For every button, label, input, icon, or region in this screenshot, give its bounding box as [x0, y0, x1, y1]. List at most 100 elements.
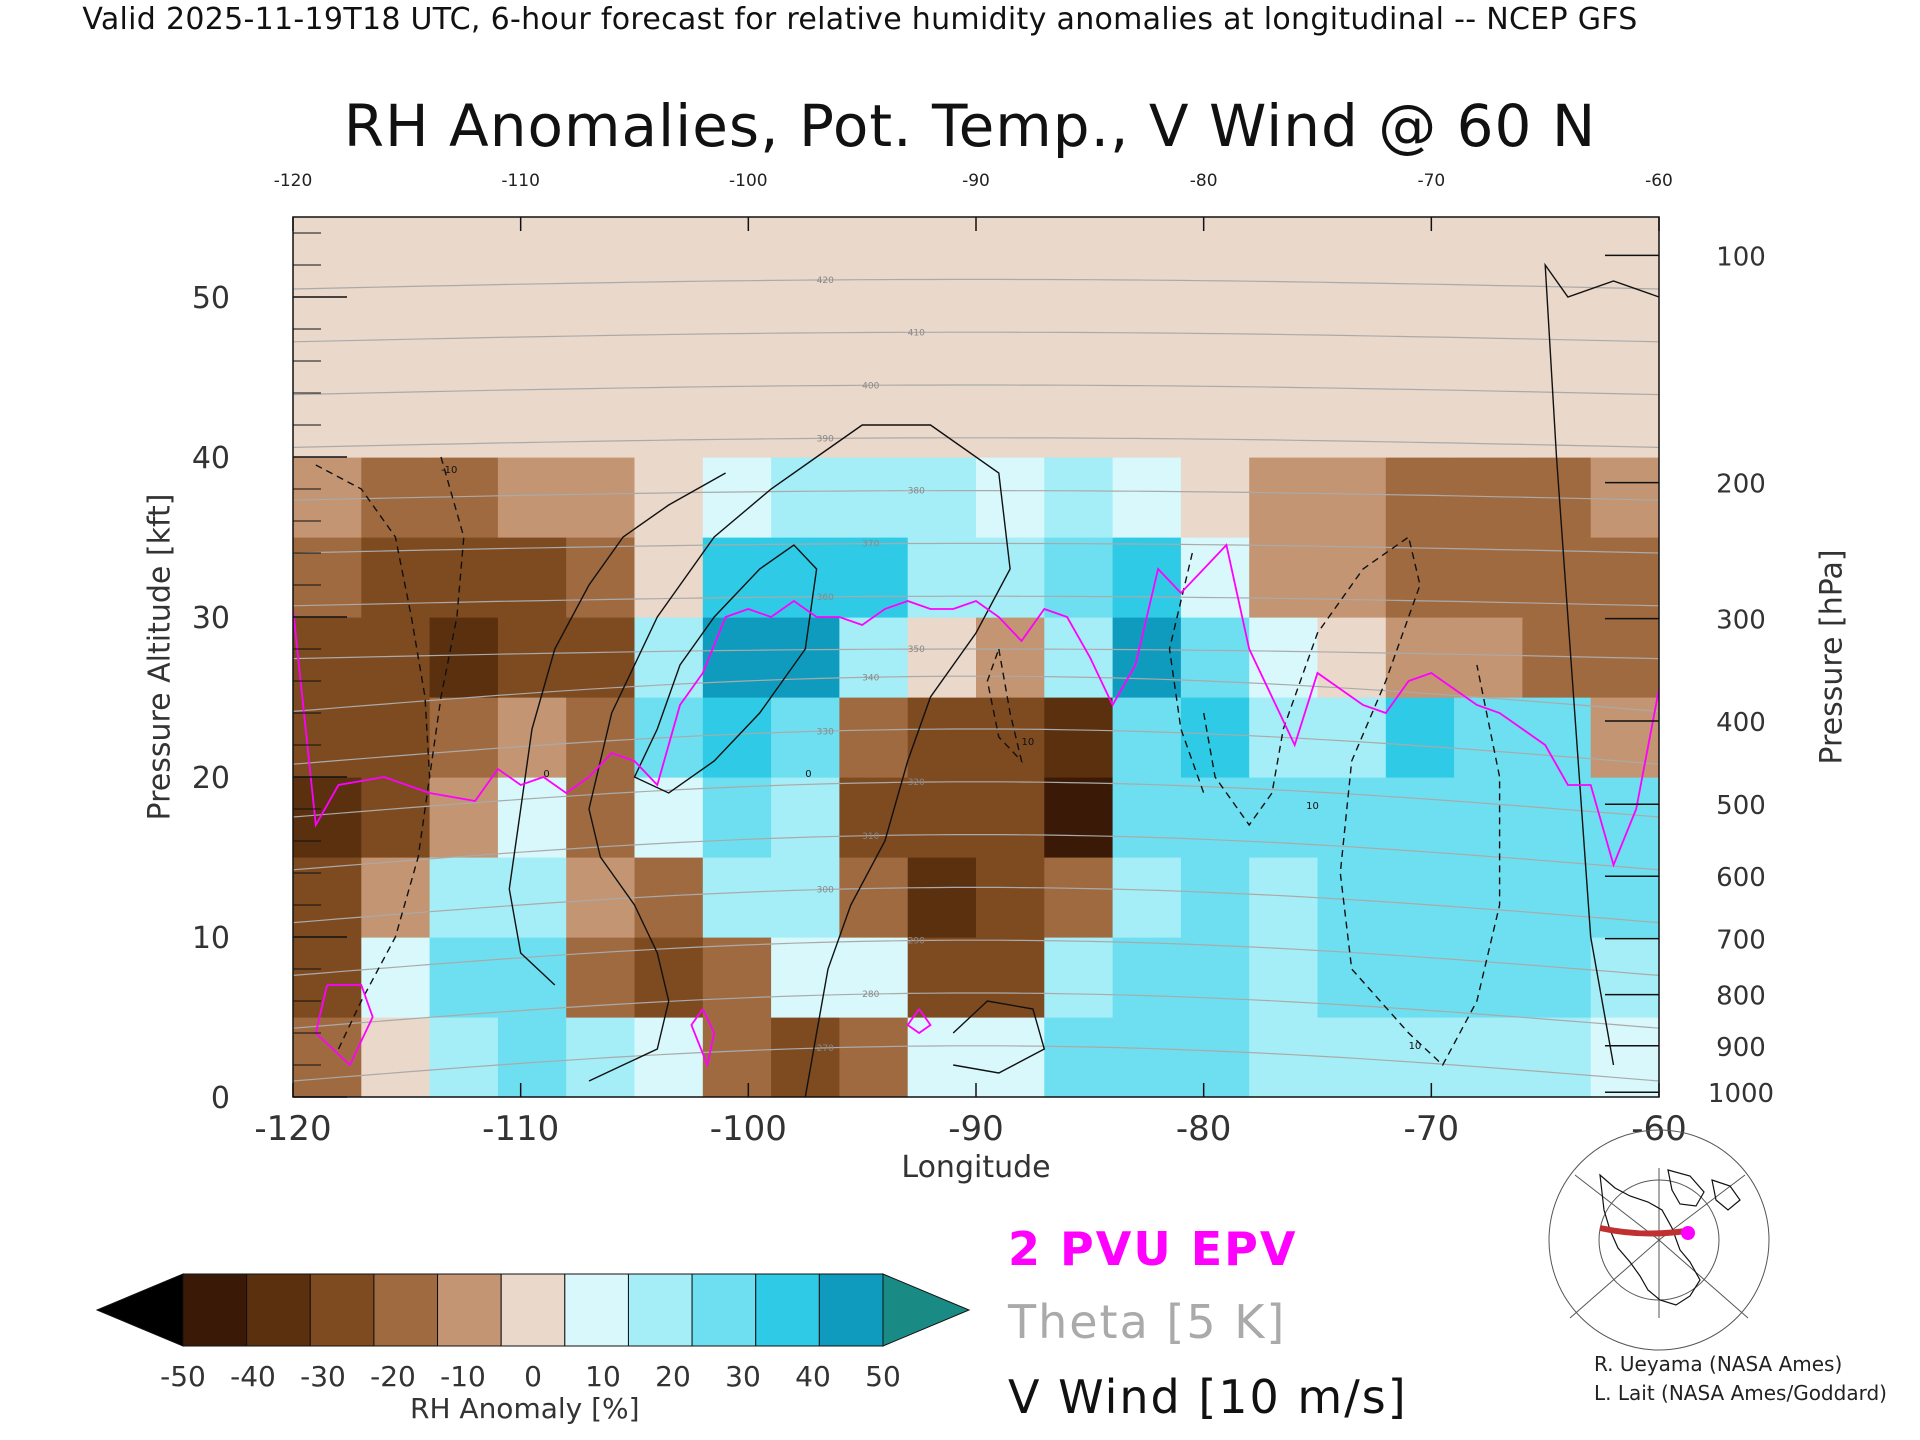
- rh-cell: [907, 297, 977, 378]
- v-wind-contour-label: -10: [441, 465, 457, 476]
- pressure-tick-label: 1000: [1708, 1079, 1774, 1109]
- colorbar-over-arrow: [882, 1273, 971, 1347]
- rh-cell: [1180, 777, 1250, 858]
- rh-cell: [976, 857, 1045, 938]
- colorbar-swatch: [437, 1273, 502, 1347]
- rh-cell: [976, 377, 1045, 458]
- colorbar-swatch: [818, 1273, 884, 1347]
- rh-cell: [1249, 457, 1319, 538]
- theta-contour: [293, 490, 1659, 501]
- rh-cell: [907, 377, 977, 458]
- rh-cell: [361, 537, 431, 618]
- rh-cell: [293, 1017, 362, 1097]
- rh-cell: [839, 937, 909, 1018]
- rh-cell: [1385, 217, 1455, 298]
- rh-cell: [1180, 377, 1250, 458]
- rh-cell: [976, 217, 1045, 298]
- colorbar-tick-label: -40: [230, 1360, 276, 1393]
- rh-cell: [566, 777, 636, 858]
- rh-cell: [566, 617, 636, 698]
- rh-cell: [293, 937, 362, 1018]
- theta-contours: 270 280 290 300 310 320 330 340 350 360 370 380 390 4…: [293, 276, 1659, 1082]
- legend-theta: Theta [5 K]: [1008, 1295, 1287, 1349]
- y-axis-right-label: Pressure [hPa]: [1814, 549, 1850, 765]
- rh-cell: [429, 1017, 499, 1097]
- rh-cell: [1385, 537, 1455, 618]
- epv-2pvu-loop: [906, 1008, 932, 1035]
- rh-cell: [293, 217, 362, 298]
- rh-cell: [566, 537, 636, 618]
- y-axis-label: Pressure Altitude [kft]: [142, 493, 178, 821]
- theta-contour-label: 320: [908, 778, 925, 788]
- colorbar-label: RH Anomaly [%]: [410, 1392, 640, 1425]
- x-tick-label: -90: [948, 1109, 1004, 1149]
- rh-cell: [1317, 777, 1387, 858]
- v-wind-contour-label: 10: [1306, 801, 1319, 812]
- colorbar-tick-label: 20: [655, 1360, 691, 1393]
- rh-cell: [1112, 217, 1182, 298]
- rh-cell: [1317, 457, 1387, 538]
- rh-cell: [1180, 537, 1250, 618]
- rh-cell: [293, 777, 362, 858]
- rh-cell: [497, 617, 567, 698]
- rh-cell: [1522, 857, 1592, 938]
- rh-cell: [839, 617, 909, 698]
- rh-cell: [634, 377, 704, 458]
- rh-cell: [1044, 697, 1114, 778]
- colorbar-swatch: [564, 1273, 629, 1347]
- x-tick-label: -100: [710, 1109, 787, 1149]
- rh-cell: [702, 217, 772, 298]
- rh-cell: [907, 457, 977, 538]
- colorbar-tick-label: 10: [585, 1360, 621, 1393]
- rh-cell: [634, 1017, 704, 1097]
- rh-cell: [1044, 857, 1114, 938]
- rh-cell: [976, 777, 1045, 858]
- rh-cell: [1112, 457, 1182, 538]
- rh-cell: [771, 297, 840, 378]
- rh-cell: [1385, 617, 1455, 698]
- rh-cell: [361, 297, 431, 378]
- theta-contour: [293, 648, 1659, 660]
- rh-cell: [1317, 857, 1387, 938]
- rh-cell: [1522, 937, 1592, 1018]
- rh-cell: [771, 697, 840, 778]
- rh-cell: [702, 777, 772, 858]
- rh-cell: [1454, 697, 1523, 778]
- rh-cell: [1180, 617, 1250, 698]
- epv-2pvu-loop: [690, 1008, 716, 1069]
- rh-cell: [361, 217, 431, 298]
- rh-cell: [1317, 697, 1387, 778]
- rh-cell: [1590, 937, 1659, 1018]
- colorbar-swatch: [309, 1273, 375, 1347]
- theta-contour-label: 310: [862, 832, 879, 842]
- rh-cell: [907, 937, 977, 1018]
- v-wind-contour-label: 0: [543, 769, 549, 780]
- theta-contour-label: 380: [908, 487, 925, 497]
- pressure-tick-label: 400: [1716, 708, 1766, 738]
- rh-cell: [976, 697, 1045, 778]
- rh-cell: [1180, 697, 1250, 778]
- rh-cell: [293, 297, 362, 378]
- rh-cell: [1044, 937, 1114, 1018]
- colorbar-tick-label: -50: [160, 1360, 206, 1393]
- rh-cell: [771, 777, 840, 858]
- colorbar-tick-label: -20: [370, 1360, 416, 1393]
- theta-contour-label: 270: [817, 1044, 834, 1054]
- y-tick-label: 40: [192, 441, 230, 476]
- colorbar-swatch: [500, 1273, 566, 1347]
- theta-contour: [293, 595, 1659, 607]
- v-wind-contours: 0 0 -10 10 10 10: [315, 262, 1659, 1097]
- rh-cell: [429, 857, 499, 938]
- colorbar-swatch: [755, 1273, 820, 1347]
- rh-cell: [702, 857, 772, 938]
- rh-cell: [566, 457, 636, 538]
- v-wind-contour: [315, 464, 431, 1050]
- theta-contour: [293, 992, 1659, 1029]
- y-tick-label: 10: [192, 921, 230, 956]
- v-wind-contour: [1203, 535, 1501, 1067]
- chart-title: RH Anomalies, Pot. Temp., V Wind @ 60 N: [343, 92, 1597, 160]
- rh-cell: [839, 1017, 909, 1097]
- legend-vwind: V Wind [10 m/s]: [1008, 1370, 1408, 1424]
- rh-cell: [1180, 297, 1250, 378]
- colorbar-under-arrow: [95, 1273, 184, 1347]
